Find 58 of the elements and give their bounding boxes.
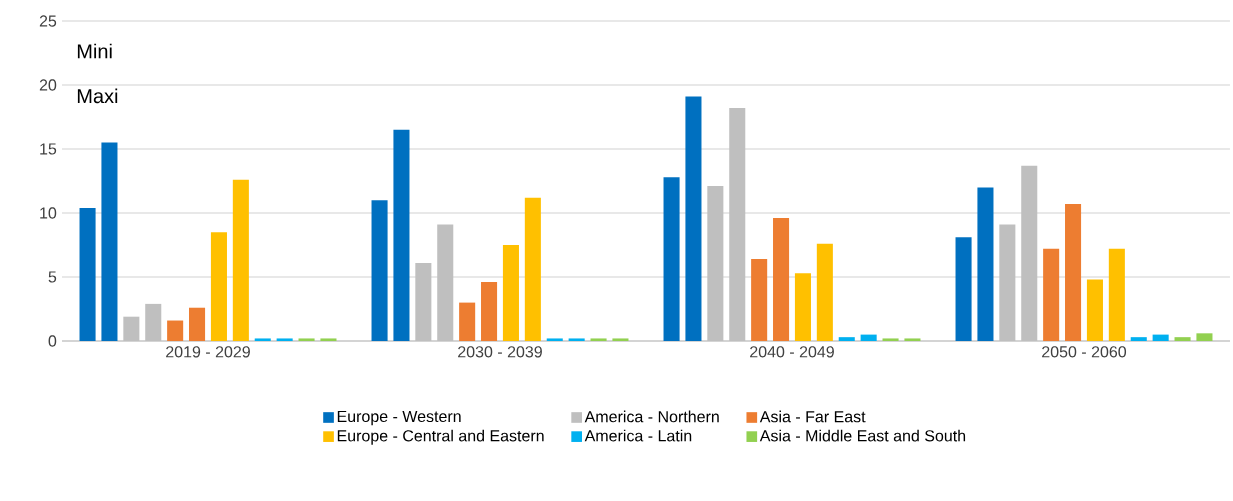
bar — [1196, 333, 1213, 341]
bar — [502, 245, 519, 341]
bar — [232, 179, 249, 341]
bar — [882, 338, 899, 341]
bar — [904, 338, 921, 341]
legend-label: Europe - Western — [337, 410, 461, 426]
y-tick-label: 5 — [48, 271, 57, 283]
x-tick-label: 2030 - 2039 — [458, 346, 542, 358]
bar — [1152, 334, 1169, 341]
bar — [276, 338, 293, 341]
bar — [955, 237, 972, 341]
bar — [612, 338, 629, 341]
y-tick-label: 0 — [48, 335, 57, 347]
legend-label: Asia - Middle East and South — [759, 429, 966, 442]
legend-label: America - Northern — [584, 410, 719, 423]
bar — [685, 96, 702, 341]
bar — [1108, 248, 1125, 341]
bar — [568, 338, 585, 341]
y-tick-label: 20 — [39, 79, 57, 91]
bar — [459, 302, 476, 341]
bar — [210, 232, 227, 341]
bar — [977, 187, 994, 341]
bar — [393, 129, 410, 341]
legend-label: Asia - Far East — [759, 410, 866, 423]
bar — [371, 200, 388, 341]
annotation: Maxi — [77, 88, 118, 104]
x-tick-label: 2050 - 2060 — [1042, 346, 1127, 358]
bar — [79, 207, 96, 341]
bar — [254, 338, 271, 341]
annotation: Mini — [77, 43, 112, 59]
bar — [773, 218, 790, 341]
bar — [1043, 248, 1060, 341]
bar — [1086, 279, 1103, 341]
bar — [320, 338, 337, 341]
x-tick-label: 2040 - 2049 — [750, 346, 834, 358]
bar — [751, 259, 768, 341]
bar — [524, 197, 541, 341]
legend-label: America - Latin — [584, 429, 692, 442]
bar — [101, 142, 118, 341]
bar — [860, 334, 877, 341]
bar — [1065, 204, 1082, 341]
bar — [1130, 337, 1147, 341]
y-tick-label: 15 — [40, 143, 57, 155]
bar — [481, 282, 498, 341]
bar — [816, 243, 833, 341]
bar — [298, 338, 315, 341]
bar — [838, 337, 855, 341]
bar — [663, 177, 680, 341]
bar — [590, 338, 607, 341]
bar — [189, 307, 206, 341]
bar — [546, 338, 563, 341]
x-tick-label: 2019 - 2029 — [166, 346, 250, 358]
bar — [1174, 337, 1191, 341]
y-tick-label: 25 — [39, 15, 57, 27]
bar — [794, 273, 811, 341]
legend-label: Europe - Central and Eastern — [337, 429, 544, 445]
y-tick-label: 10 — [40, 207, 57, 219]
bar — [167, 320, 184, 341]
